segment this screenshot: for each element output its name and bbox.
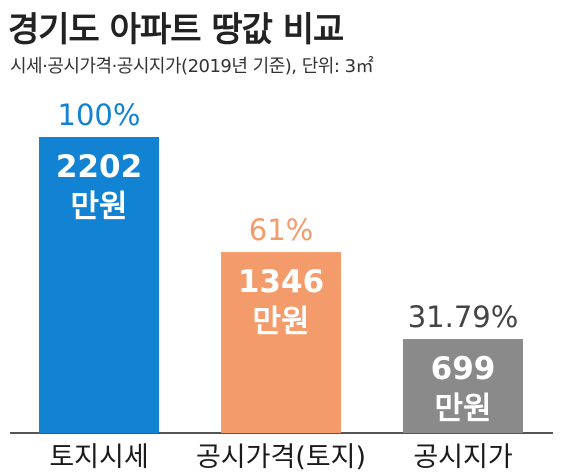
page-subtitle: 시세·공시가격·공시지가(2019년 기준), 단위: 3㎡ (10, 56, 374, 77)
page-title: 경기도 아파트 땅값 비교 (8, 10, 344, 50)
bar-value-label: 699 (431, 351, 496, 387)
category-label: 공시가격(토지) (196, 442, 366, 473)
percent-label: 61% (249, 213, 313, 247)
category-label: 토지시세 (49, 442, 148, 473)
percent-label: 31.79% (408, 300, 519, 334)
bar-unit-label: 만원 (434, 391, 491, 427)
bar (221, 252, 341, 433)
percent-label: 100% (58, 98, 141, 132)
bar-value-label: 2202 (56, 149, 142, 185)
category-label: 공시지가 (413, 442, 512, 473)
bar-unit-label: 만원 (252, 304, 309, 340)
bar-value-label: 1346 (238, 264, 324, 300)
bar-unit-label: 만원 (70, 189, 127, 225)
bar (39, 137, 159, 433)
bar (403, 339, 523, 433)
